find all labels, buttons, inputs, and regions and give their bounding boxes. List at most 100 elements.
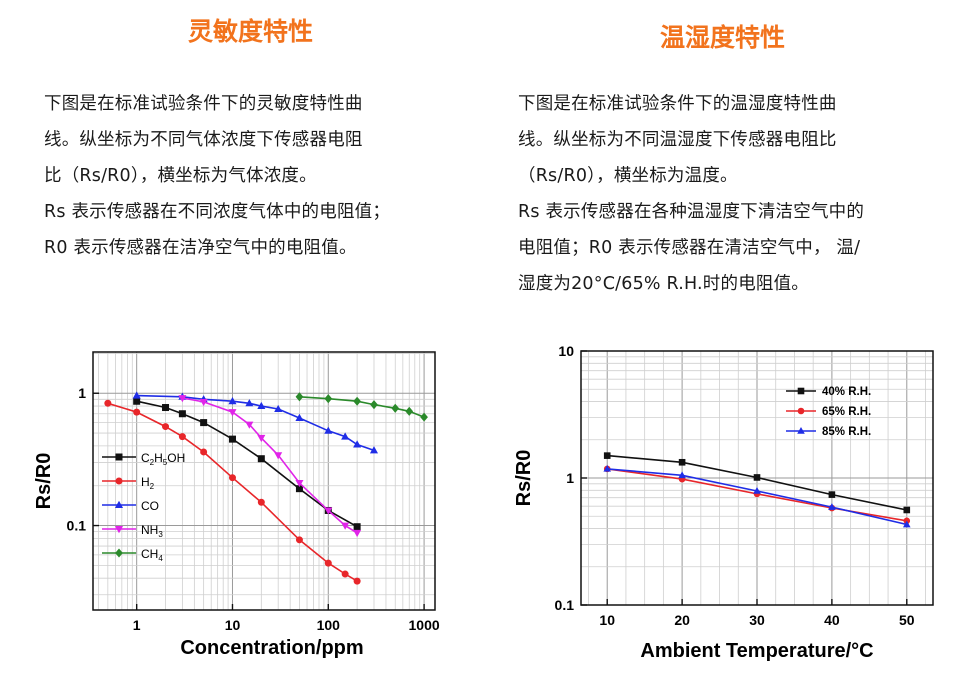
data-point: [369, 446, 379, 454]
data-point: [257, 434, 266, 443]
data-point: [353, 529, 362, 538]
description-line: 线。纵坐标为不同气体浓度下传感器电阻: [44, 130, 363, 150]
temperature-humidity-description: 下图是在标准试验条件下的温湿度特性曲 线。纵坐标为不同温湿度下传感器电阻比 （R…: [518, 86, 958, 302]
data-point: [420, 412, 428, 422]
data-point: [257, 498, 265, 506]
legend-label-subscript: 5: [163, 458, 168, 467]
data-point: [753, 487, 761, 494]
data-point: [391, 403, 400, 413]
legend-label: CO: [141, 499, 159, 513]
data-point: [353, 396, 361, 406]
legend-label: H2: [141, 475, 155, 491]
data-point: [228, 435, 236, 443]
legend-label: 40% R.H.: [822, 386, 871, 398]
data-point: [228, 397, 237, 405]
data-point: [257, 401, 266, 410]
y-tick-label: 10: [558, 343, 574, 359]
data-point: [257, 455, 265, 463]
data-point: [295, 536, 303, 544]
data-point: [353, 440, 362, 448]
data-point: [903, 506, 911, 514]
data-point: [132, 391, 141, 399]
description-line: 下图是在标准试验条件下的温湿度特性曲: [518, 94, 837, 114]
data-point: [678, 458, 686, 466]
legend-label: 85% R.H.: [822, 426, 871, 438]
data-point: [405, 406, 414, 416]
data-point: [603, 452, 611, 459]
description-line: 线。纵坐标为不同温湿度下传感器电阻比: [518, 130, 837, 150]
legend-label-text: CO: [141, 499, 159, 513]
data-point: [603, 464, 612, 472]
data-point: [245, 421, 254, 429]
x-tick-label: 10: [225, 617, 241, 633]
data-point: [295, 479, 304, 488]
legend-label-text: CH: [141, 547, 158, 561]
legend-marker: [114, 500, 124, 508]
data-point: [178, 433, 186, 441]
data-point: [245, 399, 254, 407]
data-point: [133, 397, 141, 405]
data-point: [295, 485, 303, 493]
data-point: [274, 404, 283, 412]
data-point: [828, 503, 836, 510]
data-point: [353, 577, 361, 585]
data-point: [295, 413, 304, 421]
x-tick-label: 40: [824, 612, 840, 628]
legend-marker: [797, 407, 805, 415]
description-line: Rs 表示传感器在不同浓度气体中的电阻值；: [44, 202, 391, 222]
data-point: [324, 426, 333, 434]
plot-frame: [92, 351, 436, 611]
description-line: 比（Rs/R0），横坐标为气体浓度。: [44, 166, 317, 186]
legend-label-subscript: 2: [150, 458, 155, 467]
series-line: [136, 394, 375, 452]
y-axis-title: Rs/R0: [33, 453, 55, 510]
y-tick-label: 0.1: [555, 597, 575, 613]
x-axis-title: Ambient Temperature/°C: [640, 640, 873, 662]
x-tick-label: 50: [899, 612, 915, 628]
description-line: 电阻值；R0 表示传感器在清洁空气中， 温/: [518, 238, 861, 258]
data-point: [200, 448, 208, 456]
y-tick-label: 0.1: [67, 518, 87, 534]
x-tick-label: 20: [674, 612, 690, 628]
data-point: [353, 523, 361, 531]
data-point: [341, 522, 350, 530]
sensitivity-title: 灵敏度特性: [188, 17, 314, 46]
x-tick-label: 10: [599, 612, 615, 628]
data-point: [370, 400, 378, 410]
legend-label-text: H: [141, 475, 150, 489]
data-point: [324, 394, 333, 404]
legend-marker: [797, 387, 805, 395]
data-point: [902, 520, 911, 528]
x-tick-label: 30: [749, 612, 765, 628]
data-point: [162, 423, 170, 431]
description-line: Rs 表示传感器在各种温湿度下清洁空气中的: [518, 202, 865, 222]
x-tick-label: 100: [317, 617, 341, 633]
legend-label-text: C: [141, 451, 150, 465]
data-point: [104, 399, 112, 407]
data-point: [178, 395, 187, 403]
y-tick-label: 1: [78, 385, 86, 401]
data-point: [178, 410, 186, 418]
temperature-humidity-title: 温湿度特性: [660, 23, 786, 52]
y-axis-title: Rs/R0: [513, 450, 535, 507]
data-point: [162, 404, 170, 412]
description-line: R0 表示传感器在洁净空气中的电阻值。: [44, 238, 357, 258]
legend-marker: [115, 548, 123, 558]
data-point: [324, 559, 332, 567]
data-point: [678, 471, 686, 479]
x-tick-label: 1: [133, 617, 141, 633]
legend-marker: [115, 453, 123, 461]
data-point: [228, 474, 236, 482]
legend-label-text: H: [154, 451, 163, 465]
description-line: 下图是在标准试验条件下的灵敏度特性曲: [44, 94, 363, 114]
series-line: [182, 397, 358, 534]
data-point: [295, 392, 304, 402]
data-point: [200, 419, 208, 427]
data-point: [341, 432, 350, 440]
legend-marker: [115, 477, 123, 485]
temperature-humidity-chart: 10 20 30 40 50 0.1 1 10 Ambient Temperature/°C Rs…: [513, 343, 934, 662]
data-point: [133, 408, 141, 416]
legend-marker: [114, 526, 124, 534]
data-point: [274, 452, 283, 460]
